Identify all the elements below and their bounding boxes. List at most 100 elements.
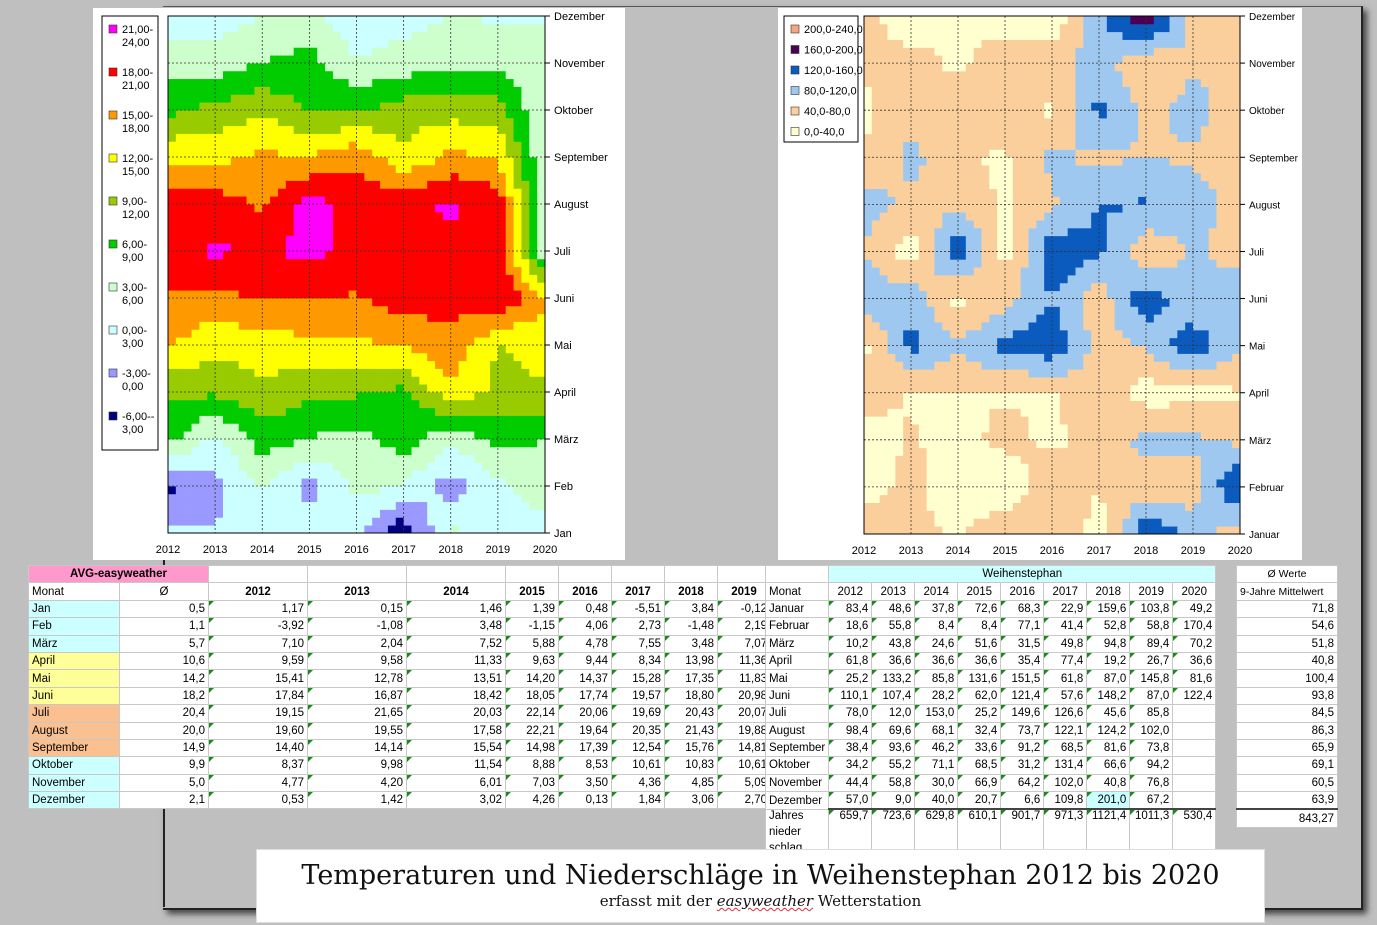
contour-cell: [419, 63, 428, 72]
contour-cell: [911, 424, 920, 433]
contour-cell: [926, 424, 935, 433]
contour-cell: [442, 486, 452, 495]
contour-cell: [230, 423, 240, 432]
contour-cell: [1177, 431, 1186, 441]
contour-cell: [466, 298, 475, 307]
contour-cell: [926, 251, 935, 260]
contour-cell: [1130, 369, 1139, 378]
contour-cell: [1122, 479, 1131, 488]
contour-cell: [997, 392, 1006, 401]
contour-cell: [175, 141, 185, 150]
contour-cell: [175, 204, 185, 213]
contour-cell: [1193, 518, 1202, 527]
contour-cell: [926, 526, 935, 535]
contour-cell: [325, 407, 334, 416]
contour-cell: [1052, 345, 1061, 354]
contour-cell: [1067, 282, 1076, 292]
contour-cell: [1169, 322, 1178, 331]
contour-cell: [1036, 494, 1045, 504]
contour-cell: [325, 219, 334, 228]
contour-cell: [442, 117, 452, 127]
contour-cell: [207, 219, 216, 228]
contour-cell: [1200, 400, 1210, 409]
contour-cell: [380, 345, 389, 354]
contour-cell: [340, 211, 350, 221]
contour-cell: [1075, 424, 1084, 433]
contour-cell: [1185, 463, 1194, 472]
contour-cell: [262, 78, 271, 87]
contour-cell: [183, 274, 192, 283]
contour-cell: [1036, 400, 1045, 409]
contour-cell: [419, 399, 428, 409]
contour-cell: [1232, 408, 1241, 417]
contour-cell: [238, 235, 247, 244]
contour-cell: [1193, 306, 1202, 315]
contour-cell: [1044, 322, 1053, 331]
contour-cell: [1005, 290, 1014, 299]
contour-cell: [183, 470, 192, 479]
contour-cell: [364, 180, 373, 189]
contour-cell: [301, 16, 310, 25]
contour-cell: [537, 486, 546, 495]
contour-cell: [191, 78, 200, 87]
contour-cell: [1091, 384, 1100, 394]
contour-cell: [168, 384, 177, 393]
contour-cell: [340, 235, 350, 244]
contour-cell: [458, 141, 467, 150]
contour-cell: [864, 259, 873, 268]
contour-cell: [380, 219, 389, 228]
contour-cell: [230, 493, 240, 503]
contour-cell: [427, 70, 436, 80]
contour-cell: [1114, 408, 1123, 417]
contour-cell: [215, 298, 224, 307]
contour-cell: [989, 502, 998, 511]
contour-cell: [958, 337, 967, 347]
contour-cell: [1232, 416, 1241, 425]
contour-cell: [175, 486, 185, 495]
contour-cell: [989, 526, 998, 535]
contour-cell: [301, 486, 310, 495]
contour-cell: [238, 86, 247, 95]
contour-cell: [395, 305, 405, 315]
contour-cell: [989, 329, 998, 339]
contour-cell: [215, 211, 224, 221]
contour-cell: [317, 23, 326, 33]
contour-cell: [1146, 526, 1155, 535]
contour-cell: [1177, 267, 1186, 276]
contour-cell: [262, 251, 271, 260]
contour-cell: [380, 274, 389, 283]
contour-cell: [1177, 282, 1186, 292]
contour-cell: [364, 478, 373, 487]
contour-cell: [325, 337, 334, 346]
contour-cell: [325, 423, 334, 432]
contour-cell: [348, 211, 357, 221]
contour-cell: [1232, 337, 1241, 347]
contour-cell: [521, 392, 530, 401]
contour-cell: [1232, 353, 1241, 362]
contour-cell: [537, 298, 546, 307]
contour-cell: [309, 211, 318, 221]
contour-cell: [1122, 259, 1131, 268]
contour-cell: [1146, 345, 1155, 354]
contour-cell: [1185, 424, 1194, 433]
contour-cell: [1169, 479, 1178, 488]
contour-cell: [474, 431, 483, 440]
contour-cell: [325, 352, 334, 362]
contour-cell: [207, 211, 216, 221]
contour-cell: [958, 377, 967, 386]
contour-cell: [419, 305, 428, 315]
contour-cell: [419, 415, 428, 424]
contour-cell: [474, 196, 483, 205]
contour-cell: [1153, 392, 1163, 401]
contour-cell: [537, 157, 546, 166]
contour-cell: [1075, 337, 1084, 347]
contour-cell: [497, 117, 507, 127]
contour-cell: [183, 399, 192, 409]
contour-cell: [380, 141, 389, 150]
contour-cell: [364, 439, 373, 448]
contour-cell: [175, 133, 185, 142]
contour-cell: [270, 368, 279, 377]
contour-cell: [309, 517, 318, 526]
contour-cell: [1036, 267, 1045, 276]
contour-cell: [427, 337, 436, 346]
